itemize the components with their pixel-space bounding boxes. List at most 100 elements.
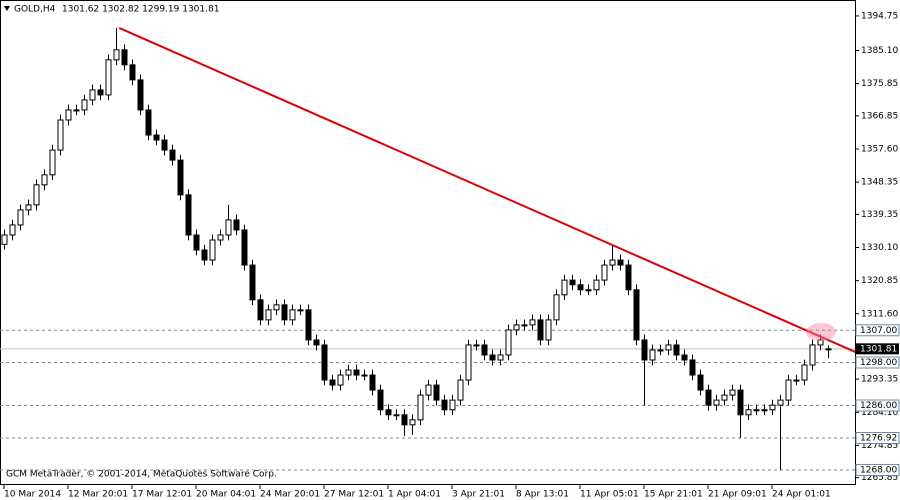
candle-body	[433, 384, 440, 401]
x-tick-label: 24 Mar 20:01	[260, 490, 320, 500]
y-tick-label: 1274.85	[861, 441, 898, 451]
candle-body	[105, 59, 112, 96]
current-price-label: 1301.81	[860, 344, 897, 354]
candle-body	[65, 109, 72, 121]
candle-body	[537, 319, 544, 341]
x-tick-label: 24 Apr 01:01	[772, 490, 831, 500]
level-label-box	[855, 356, 900, 369]
candle-body	[769, 404, 776, 411]
candle-body	[577, 284, 584, 291]
candle-body	[33, 184, 40, 206]
y-tick-label: 1357.60	[861, 145, 898, 155]
x-tick-label: 12 Mar 20:01	[68, 490, 128, 500]
candle-body	[265, 309, 272, 321]
candle-body	[825, 348, 832, 351]
candle-body	[409, 419, 416, 426]
plot-border	[0, 0, 856, 485]
menu-arrow[interactable]	[4, 6, 10, 11]
candle-body	[593, 279, 600, 291]
y-tick-label: 1394.75	[861, 11, 898, 21]
candle-body	[49, 149, 56, 176]
x-tick-label: 8 Apr 13:01	[516, 490, 569, 500]
candle-body	[369, 374, 376, 391]
y-tick-label: 1366.85	[861, 111, 898, 121]
candle-body	[521, 324, 528, 327]
y-tick-label: 1284.10	[861, 408, 898, 418]
y-tick-label: 1330.10	[861, 243, 898, 253]
candle-body	[785, 379, 792, 401]
candle-body	[417, 394, 424, 421]
candle-body	[505, 329, 512, 356]
candle-body	[425, 384, 432, 396]
candle-body	[281, 304, 288, 321]
candle-body	[121, 49, 128, 66]
x-tick-label: 20 Mar 04:01	[196, 490, 256, 500]
candle-body	[441, 399, 448, 411]
candle-body	[113, 49, 120, 61]
candle-body	[289, 309, 296, 321]
candle-body	[601, 264, 608, 281]
current-price-box	[856, 343, 899, 355]
y-tick-label: 1320.85	[861, 276, 898, 286]
level-label-box	[855, 463, 900, 476]
candle-body	[361, 374, 368, 377]
x-tick-label: 3 Apr 21:01	[452, 490, 505, 500]
candle-body	[401, 414, 408, 426]
candle-body	[321, 344, 328, 381]
candle-body	[569, 279, 576, 286]
candle-body	[513, 324, 520, 331]
y-tick-label: 1339.35	[861, 210, 898, 220]
candle-body	[233, 219, 240, 231]
candle-body	[345, 369, 352, 376]
candle-body	[777, 399, 784, 406]
candle-body	[137, 79, 144, 111]
candle-body	[729, 389, 736, 396]
level-label-box	[855, 399, 900, 412]
candle-body	[481, 344, 488, 356]
level-label: 1268.00	[860, 465, 897, 475]
candle-body	[721, 394, 728, 401]
candle-body	[737, 389, 744, 416]
x-tick-label: 11 Apr 05:01	[580, 490, 639, 500]
candle-body	[713, 399, 720, 406]
ohlc-readout: 1301.62 1302.82 1299.19 1301.81	[62, 5, 219, 15]
level-label-box	[855, 324, 900, 337]
candle-body	[457, 379, 464, 401]
highlight	[806, 323, 836, 341]
candle-body	[681, 354, 688, 361]
candle-body	[745, 409, 752, 416]
candle-body	[305, 309, 312, 341]
x-tick-label: 21 Apr 09:01	[708, 490, 767, 500]
candle-body	[129, 64, 136, 81]
candle-body	[81, 99, 88, 111]
level-label: 1286.00	[860, 401, 897, 411]
candle-body	[201, 249, 208, 261]
candle-body	[697, 374, 704, 391]
candle-body	[273, 304, 280, 311]
candle-body	[41, 174, 48, 186]
candle-body	[153, 134, 160, 141]
candle-body	[145, 109, 152, 136]
level-label: 1298.00	[860, 358, 897, 368]
candle-body	[225, 219, 232, 236]
x-tick-label: 10 Mar 2014	[4, 490, 61, 500]
candle-body	[609, 259, 616, 266]
x-tick-label: 15 Apr 21:01	[644, 490, 703, 500]
candle-body	[89, 89, 96, 101]
candle-body	[657, 349, 664, 352]
candle-body	[497, 354, 504, 361]
candle-body	[649, 349, 656, 361]
candle-body	[313, 339, 320, 346]
candle-body	[801, 364, 808, 381]
symbol-title: GOLD,H4	[14, 5, 56, 15]
level-label: 1307.00	[860, 326, 897, 336]
x-tick-label: 27 Mar 12:01	[324, 490, 384, 500]
candle-body	[465, 344, 472, 381]
y-tick-label: 1265.85	[861, 473, 898, 483]
candle-body	[689, 359, 696, 376]
candle-body	[793, 379, 800, 382]
candle-body	[377, 389, 384, 411]
candle-body	[297, 309, 304, 312]
